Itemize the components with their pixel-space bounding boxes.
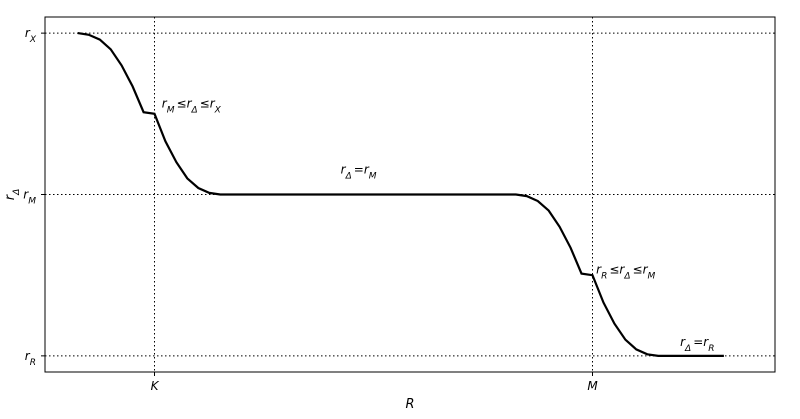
y-tick-label: rM	[23, 188, 36, 207]
annotation-label: rM ≤rΔ ≤rX	[162, 96, 222, 115]
annotations: rM ≤rΔ ≤rX rΔ =rM rR ≤rΔ ≤rM rΔ =rR	[162, 96, 715, 354]
y-axis-label: rΔ	[3, 189, 22, 201]
x-axis-label: R	[405, 397, 414, 412]
y-tick-label: rX	[25, 26, 37, 45]
annotation-label: rΔ =rR	[680, 335, 714, 354]
x-tick-label: K	[151, 379, 160, 393]
x-tick-label: M	[587, 379, 598, 393]
y-tick-label: rR	[25, 349, 36, 368]
series-line	[77, 32, 724, 357]
annotation-label: rR ≤rΔ ≤rM	[596, 263, 655, 282]
y-axis: rR rM rX	[23, 26, 45, 368]
annotation-label: rΔ =rM	[341, 163, 377, 182]
